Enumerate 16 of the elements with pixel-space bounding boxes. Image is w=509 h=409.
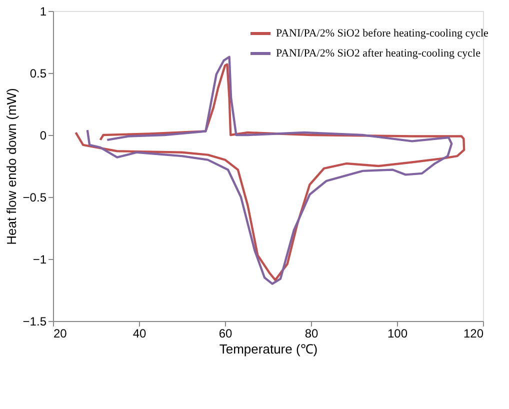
legend-label: PANI/PA/2% SiO2 after heating-cooling cycle bbox=[276, 48, 481, 60]
x-tick-label: 20 bbox=[54, 326, 68, 340]
x-tick-label: 120 bbox=[463, 326, 484, 340]
x-tick-label: 100 bbox=[387, 326, 408, 340]
y-tick-label: −1.5 bbox=[22, 314, 47, 328]
x-axis-title: Temperature (℃) bbox=[219, 342, 318, 356]
x-tick-label: 60 bbox=[218, 326, 232, 340]
y-tick-label: 0 bbox=[40, 128, 47, 142]
legend-label: PANI/PA/2% SiO2 before heating-cooling cycle bbox=[276, 28, 489, 40]
x-tick-label: 80 bbox=[304, 326, 318, 340]
y-axis-title: Heat flow endo down (mW) bbox=[4, 88, 19, 245]
y-tick-label: 0.5 bbox=[30, 66, 47, 80]
y-tick-label: −0.5 bbox=[22, 190, 47, 204]
x-tick-label: 40 bbox=[132, 326, 146, 340]
y-tick-label: 1 bbox=[40, 4, 47, 18]
y-tick-label: −1 bbox=[32, 252, 47, 266]
